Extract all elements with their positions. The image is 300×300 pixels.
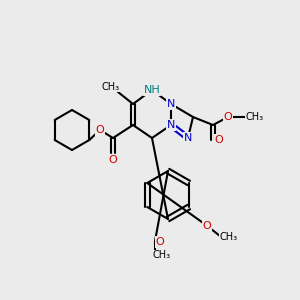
Text: O: O <box>224 112 232 122</box>
Text: N: N <box>184 133 192 143</box>
Text: CH₃: CH₃ <box>246 112 264 122</box>
Text: O: O <box>156 237 164 247</box>
Text: CH₃: CH₃ <box>153 250 171 260</box>
Text: N: N <box>167 99 175 109</box>
Text: O: O <box>109 155 117 165</box>
Text: N: N <box>167 120 175 130</box>
Text: CH₃: CH₃ <box>220 232 238 242</box>
Text: O: O <box>202 221 211 231</box>
Text: O: O <box>96 125 104 135</box>
Text: O: O <box>214 135 224 145</box>
Text: NH: NH <box>144 85 160 95</box>
Text: CH₃: CH₃ <box>102 82 120 92</box>
